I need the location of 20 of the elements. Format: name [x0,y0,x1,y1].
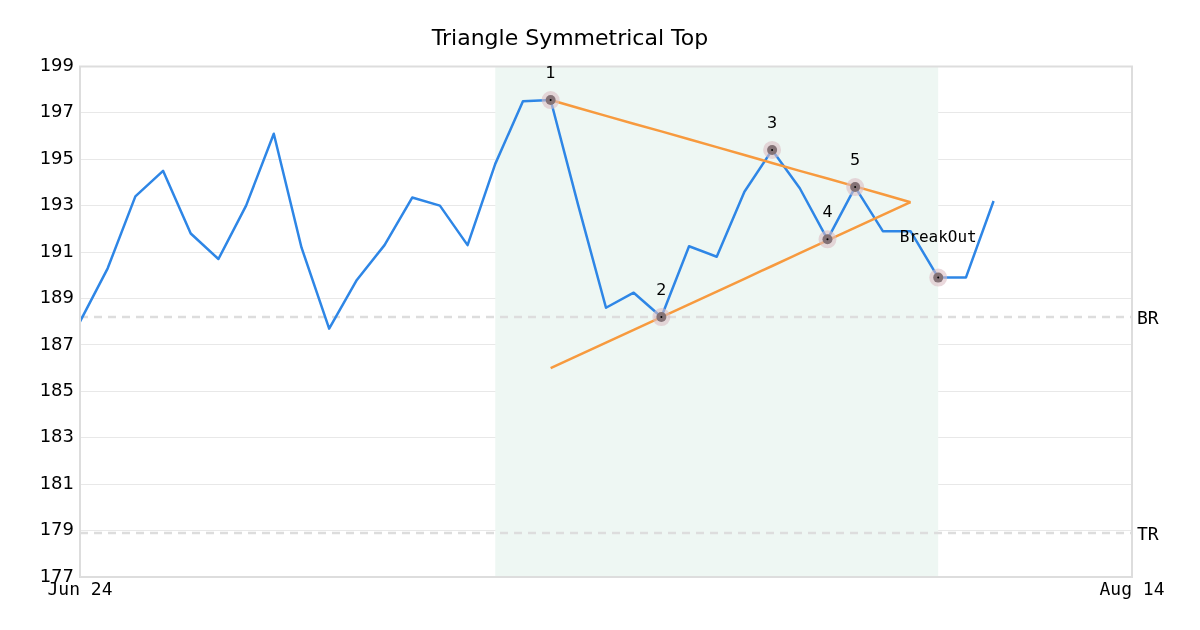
ref-line-label: BR [1137,306,1159,328]
annotation: 3 [767,113,778,133]
y-tick-label: 191 [39,239,74,261]
y-tick-label: 183 [39,425,74,447]
y-tick-label: 181 [39,471,74,493]
y-tick-label: 195 [39,146,74,168]
ref-line-label: TR [1137,522,1159,544]
annotation: 2 [656,280,667,300]
y-tick-label: 193 [39,193,74,215]
annotation: 4 [822,202,833,222]
chart-title: Triangle Symmetrical Top [430,24,709,50]
y-tick-label: 189 [39,286,74,308]
annotation: 5 [850,150,861,170]
y-tick-label: 179 [39,518,74,540]
x-tick-label: Aug 14 [1099,578,1165,600]
y-tick-label: 197 [39,100,74,122]
y-tick-label: 199 [39,54,74,76]
y-tick-label: 185 [39,379,74,400]
annotation: 1 [545,63,556,83]
y-tick-label: 187 [39,332,74,354]
